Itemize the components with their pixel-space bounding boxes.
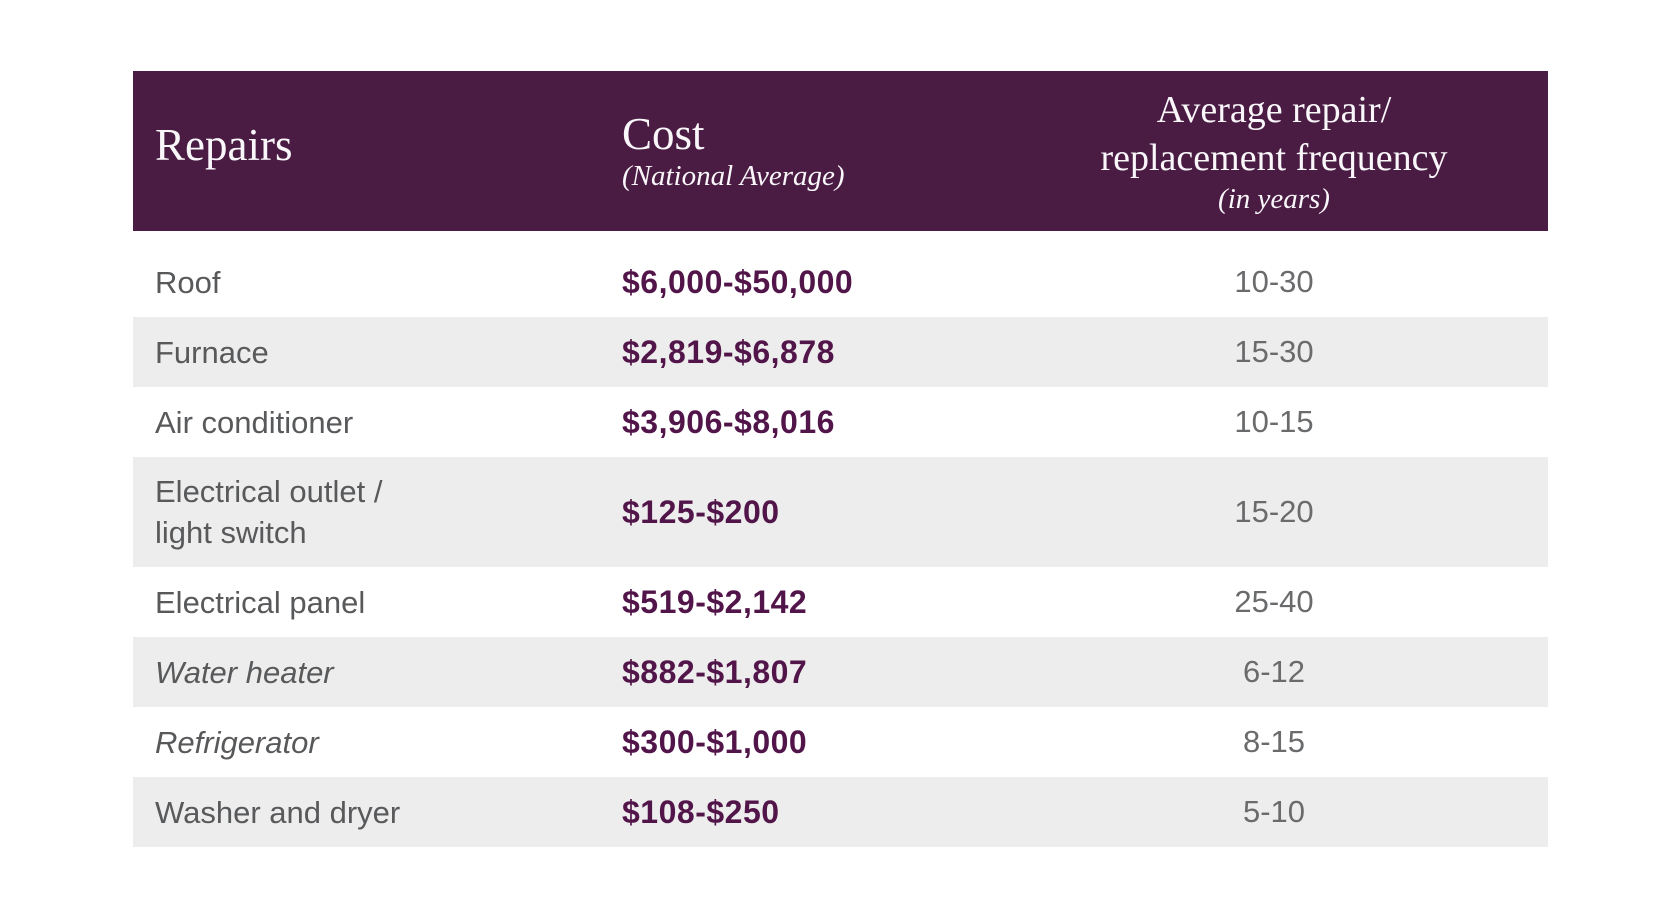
frequency-cell: 8-15 [1242,724,1306,759]
repair-cost-table: Repairs Cost (National Average) Average … [133,71,1548,847]
repair-name-cell: Electrical panel [155,584,366,620]
repair-name-cell: Air conditioner [155,404,354,440]
cost-cell: $2,819-$6,878 [622,333,835,370]
header-frequency: Average repair/ replacement frequency (i… [1000,71,1548,231]
repair-name-cell: Furnace [155,334,269,370]
header-cost-subtitle: (National Average) [622,159,845,192]
table-row-air-conditioner: Air conditioner $3,906-$8,016 10-15 [133,387,1548,457]
cost-cell: $300-$1,000 [622,723,808,760]
frequency-cell: 15-30 [1234,334,1314,369]
header-frequency-subtitle: (in years) [1218,182,1330,215]
table-row-washer-dryer: Washer and dryer $108-$250 5-10 [133,777,1548,847]
repair-name-cell: Refrigerator [155,724,319,760]
repair-name-cell: Water heater [155,654,334,690]
table-row-roof: Roof $6,000-$50,000 10-30 [133,247,1548,317]
header-cost-title: Cost [622,108,705,159]
cost-cell: $519-$2,142 [622,583,808,620]
table-row-electrical-panel: Electrical panel $519-$2,142 25-40 [133,567,1548,637]
table-row-refrigerator: Refrigerator $300-$1,000 8-15 [133,707,1548,777]
frequency-cell: 15-20 [1234,494,1314,529]
table-header: Repairs Cost (National Average) Average … [133,71,1548,231]
table-body: Roof $6,000-$50,000 10-30 Furnace $2,819… [133,247,1548,847]
table-row-electrical-outlet: Electrical outlet / light switch $125-$2… [133,457,1548,567]
cost-cell: $125-$200 [622,493,780,530]
header-repairs-label: Repairs [155,120,293,170]
repair-name-cell: Electrical outlet / light switch [155,474,383,550]
repair-name-cell: Washer and dryer [155,794,401,830]
header-body-gap [133,231,1548,247]
frequency-cell: 6-12 [1242,654,1306,689]
header-frequency-line1: Average repair/ [1156,88,1392,131]
cost-cell: $882-$1,807 [622,653,808,690]
frequency-cell: 25-40 [1234,584,1314,619]
table-row-furnace: Furnace $2,819-$6,878 15-30 [133,317,1548,387]
cost-cell: $6,000-$50,000 [622,263,854,300]
frequency-cell: 10-30 [1234,264,1314,299]
table-row-water-heater: Water heater $882-$1,807 6-12 [133,637,1548,707]
header-cost: Cost (National Average) [622,71,1000,231]
header-frequency-line2: replacement frequency [1100,136,1448,179]
repair-name-cell: Roof [155,264,221,300]
frequency-cell: 10-15 [1234,404,1314,439]
frequency-cell: 5-10 [1242,794,1306,829]
header-repairs: Repairs [133,71,622,231]
cost-cell: $3,906-$8,016 [622,403,835,440]
cost-cell: $108-$250 [622,793,780,830]
